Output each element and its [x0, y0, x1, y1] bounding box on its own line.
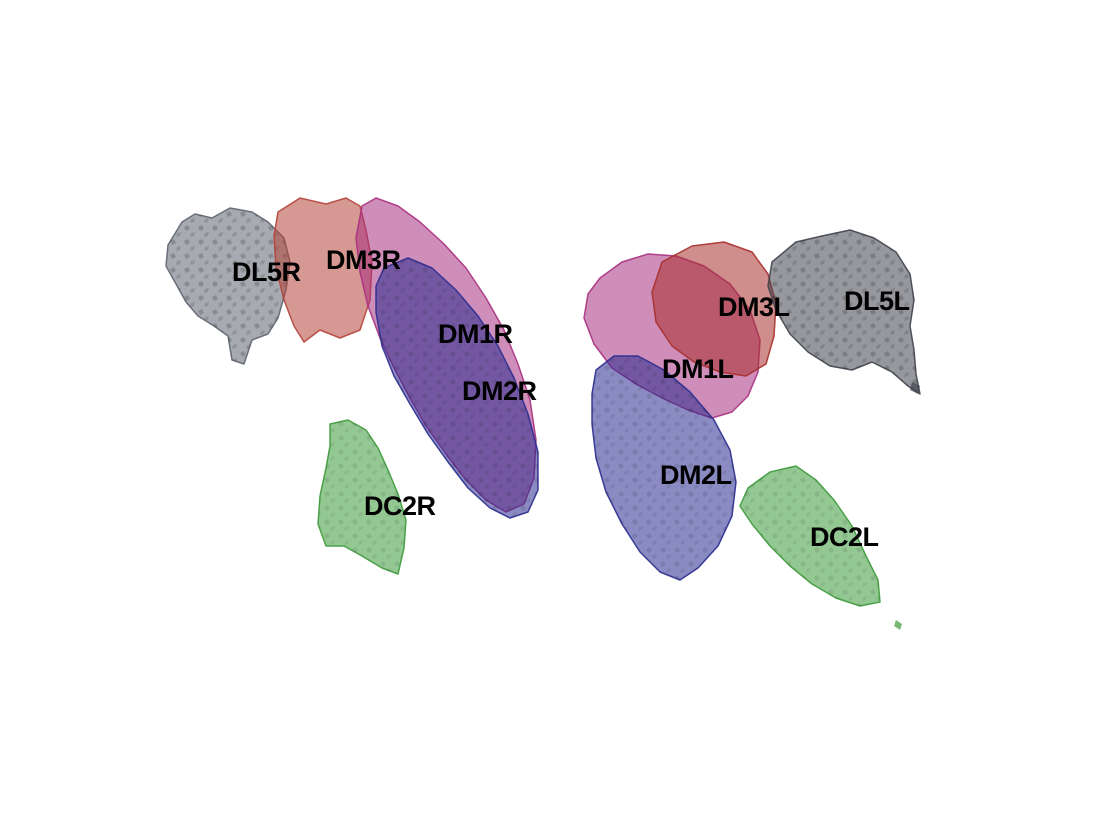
label-dm3l: DM3L [718, 292, 790, 322]
label-dl5r: DL5R [232, 257, 301, 287]
region-dm3r [273, 197, 373, 343]
label-dm3r: DM3R [326, 245, 401, 275]
label-dc2r: DC2R [364, 491, 436, 521]
label-dm1r: DM1R [438, 319, 513, 349]
region-dl5l [767, 229, 921, 395]
region-dm3r-shape [273, 197, 373, 343]
label-dm2r: DM2R [462, 376, 537, 406]
fragment-dl5l [910, 382, 920, 394]
label-dc2l: DC2L [810, 522, 879, 552]
region-dm2l [591, 355, 737, 581]
region-dm3l [651, 241, 777, 377]
label-dm2l: DM2L [660, 460, 732, 490]
fragment-dc2l [894, 620, 902, 630]
region-dl5r [165, 207, 291, 365]
region-dc2r [317, 419, 407, 575]
region-dm2r [375, 257, 539, 519]
label-dl5l: DL5L [844, 286, 910, 316]
label-dm1l: DM1L [662, 354, 734, 384]
region-dm3l-shape [651, 241, 777, 377]
region-dc2l [739, 465, 881, 607]
